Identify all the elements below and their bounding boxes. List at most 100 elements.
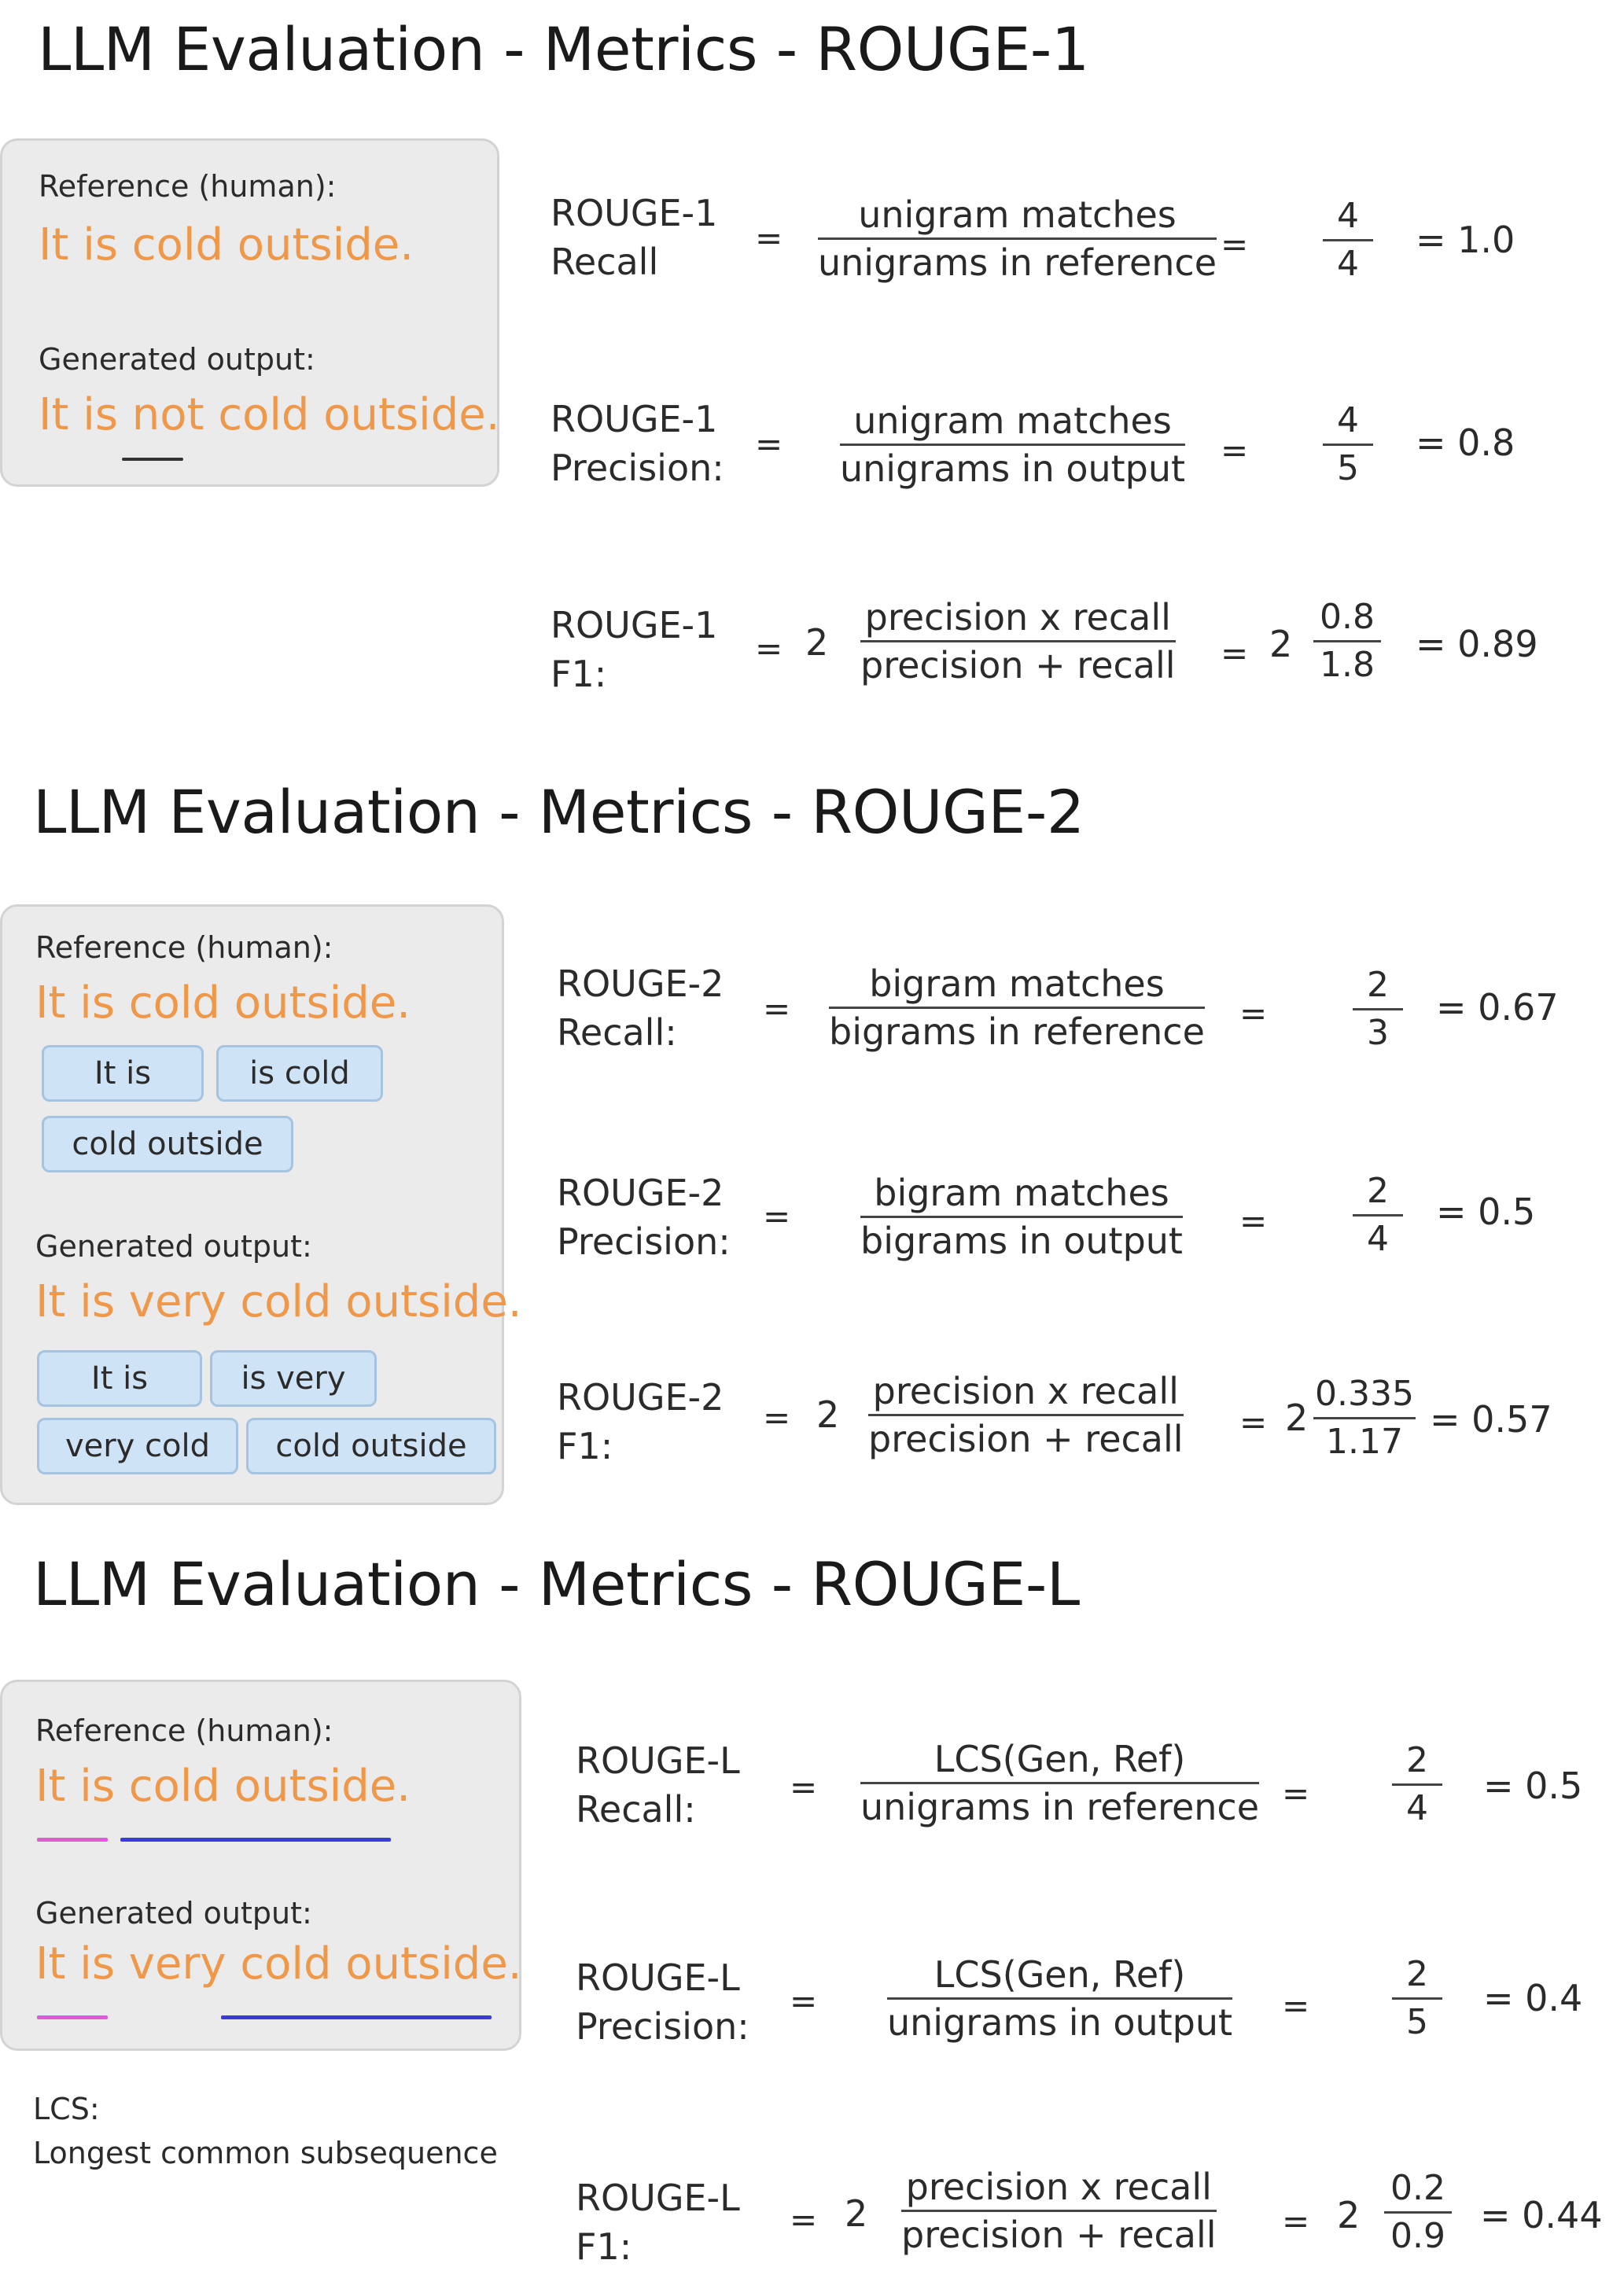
formula-denominator: precision + recall xyxy=(860,644,1176,686)
fraction-bar xyxy=(887,1997,1233,2000)
fraction-bar xyxy=(1313,640,1381,642)
formula-numerator: precision x recall xyxy=(905,2166,1212,2208)
numeric-numerator: 0.335 xyxy=(1315,1374,1414,1414)
equals-sign: = xyxy=(755,425,783,463)
equals-sign: = xyxy=(763,989,791,1028)
numeric-fraction: 2 4 xyxy=(1392,1739,1442,1830)
extra-word-underline xyxy=(122,458,183,461)
metric-name-rouge-l-recall: ROUGE-L Recall: xyxy=(576,1736,740,1834)
numeric-fraction: 2 3 xyxy=(1353,964,1403,1055)
equals-sign: = xyxy=(1282,1774,1310,1813)
fraction-bar xyxy=(1384,2211,1452,2214)
result-value: = 0.4 xyxy=(1483,1977,1583,2019)
metric-line1: ROUGE-2 xyxy=(557,963,724,1005)
equals-sign: = xyxy=(1221,634,1249,672)
formula-numerator: unigram matches xyxy=(853,399,1172,442)
result-value: = 0.67 xyxy=(1436,986,1559,1029)
generated-text: It is very cold outside. xyxy=(35,1938,522,1989)
formula-denominator: unigrams in output xyxy=(840,447,1186,490)
numeric-fraction: 0.335 1.17 xyxy=(1313,1373,1416,1463)
fraction-bar xyxy=(860,1216,1183,1218)
metric-name-rouge-1-precision: ROUGE-1 Precision: xyxy=(551,395,724,492)
numeric-numerator: 2 xyxy=(1367,965,1389,1005)
fraction-bar xyxy=(868,1414,1184,1416)
metric-line1: ROUGE-1 xyxy=(551,604,718,646)
section-title-rouge-2: LLM Evaluation - Metrics - ROUGE-2 xyxy=(33,777,1085,847)
numeric-numerator: 0.8 xyxy=(1320,597,1375,637)
equals-sign: = xyxy=(763,1398,791,1437)
equals-sign: = xyxy=(1221,431,1249,469)
factor-two: 2 xyxy=(1285,1397,1309,1439)
factor-two: 2 xyxy=(845,2192,868,2235)
numeric-denominator: 5 xyxy=(1406,2002,1428,2042)
generated-label: Generated output: xyxy=(35,1229,312,1264)
bigram-chip: very cold xyxy=(37,1418,238,1474)
numeric-denominator: 4 xyxy=(1337,244,1359,284)
metric-line2: F1: xyxy=(551,653,607,695)
formula-fraction: unigram matches unigrams in output xyxy=(840,399,1186,490)
fraction-bar xyxy=(818,237,1217,240)
formula-numerator: precision x recall xyxy=(872,1370,1179,1412)
result-value: = 0.89 xyxy=(1416,623,1538,665)
formula-fraction: precision x recall precision + recall xyxy=(901,2166,1217,2256)
formula-fraction: bigram matches bigrams in output xyxy=(860,1172,1183,1262)
metric-line2: F1: xyxy=(576,2225,632,2268)
formula-denominator: precision + recall xyxy=(901,2214,1217,2256)
factor-two: 2 xyxy=(816,1393,840,1436)
fraction-bar xyxy=(1392,1997,1442,2000)
section-title-rouge-l: LLM Evaluation - Metrics - ROUGE-L xyxy=(33,1549,1080,1619)
numeric-fraction: 0.2 0.9 xyxy=(1384,2167,1452,2258)
metric-name-rouge-l-precision: ROUGE-L Precision: xyxy=(576,1953,749,2051)
equals-sign: = xyxy=(1239,994,1268,1032)
lcs-underline-long xyxy=(221,2015,492,2019)
lcs-underline-long xyxy=(120,1838,391,1842)
generated-text: It is not cold outside. xyxy=(39,389,500,440)
reference-text: It is cold outside. xyxy=(35,1761,411,1812)
metric-name-rouge-l-f1: ROUGE-L F1: xyxy=(576,2173,740,2271)
metric-line2: Recall: xyxy=(557,1011,677,1054)
bigram-chip: It is xyxy=(37,1350,202,1407)
fraction-bar xyxy=(860,640,1176,642)
metric-name-rouge-2-f1: ROUGE-2 F1: xyxy=(557,1373,724,1470)
formula-fraction: precision x recall precision + recall xyxy=(860,596,1176,686)
metric-line2: Precision: xyxy=(576,2005,749,2048)
lcs-label: LCS: xyxy=(33,2092,100,2126)
lcs-definition: Longest common subsequence xyxy=(33,2136,498,2170)
fraction-bar xyxy=(1392,1783,1442,1786)
factor-two: 2 xyxy=(1337,2194,1361,2236)
equals-sign: = xyxy=(1282,2202,1310,2240)
metric-name-rouge-2-recall: ROUGE-2 Recall: xyxy=(557,959,724,1057)
generated-label: Generated output: xyxy=(35,1896,312,1931)
numeric-denominator: 1.17 xyxy=(1326,1422,1403,1462)
numeric-numerator: 4 xyxy=(1337,196,1359,236)
fraction-bar xyxy=(1323,444,1373,446)
numeric-denominator: 5 xyxy=(1337,448,1359,488)
formula-numerator: LCS(Gen, Ref) xyxy=(934,1738,1186,1780)
metric-line2: Precision: xyxy=(557,1220,731,1263)
formula-denominator: unigrams in reference xyxy=(860,1786,1259,1828)
metric-line2: Recall xyxy=(551,241,659,283)
formula-denominator: unigrams in reference xyxy=(818,241,1217,284)
reference-label: Reference (human): xyxy=(39,169,337,204)
fraction-bar xyxy=(1323,239,1373,241)
formula-numerator: bigram matches xyxy=(869,963,1165,1005)
lcs-underline-short xyxy=(37,1838,108,1842)
numeric-denominator: 1.8 xyxy=(1320,645,1375,685)
metric-line1: ROUGE-L xyxy=(576,2177,740,2219)
equals-sign: = xyxy=(1221,225,1249,263)
equals-sign: = xyxy=(763,1197,791,1235)
fraction-bar xyxy=(829,1007,1205,1009)
result-value: = 0.57 xyxy=(1430,1398,1552,1441)
formula-denominator: bigrams in output xyxy=(860,1220,1183,1262)
generated-label: Generated output: xyxy=(39,342,315,377)
result-value: = 1.0 xyxy=(1416,219,1515,261)
factor-two: 2 xyxy=(805,621,829,664)
numeric-denominator: 4 xyxy=(1367,1219,1389,1259)
example-panel-rouge-l: Reference (human): It is cold outside. G… xyxy=(0,1680,522,2051)
formula-fraction: LCS(Gen, Ref) unigrams in reference xyxy=(860,1738,1259,1828)
numeric-fraction: 4 5 xyxy=(1323,399,1373,490)
bigram-chip: cold outside xyxy=(246,1418,496,1474)
fraction-bar xyxy=(840,444,1186,446)
numeric-fraction: 2 5 xyxy=(1392,1953,1442,2044)
metric-line2: Precision: xyxy=(551,447,724,489)
